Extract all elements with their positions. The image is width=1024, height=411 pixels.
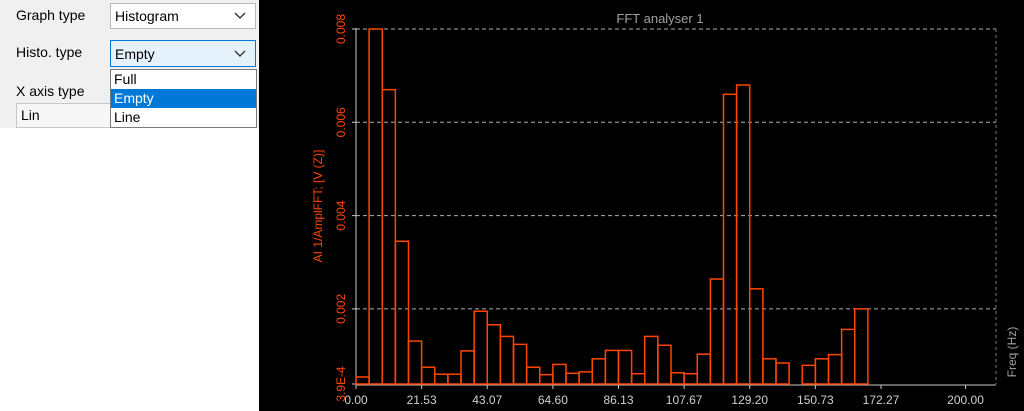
histogram-bar [525,366,541,385]
histogram-bar [381,88,397,385]
histogram-bar [538,373,554,385]
histogram-bar [643,335,659,385]
histogram-bar [617,349,633,385]
histogram-bar [512,343,528,385]
histogram-bar [447,373,462,385]
y-tick-label: 0.004 [334,200,348,230]
empty-panel-area [0,129,259,411]
histogram-bar [460,350,475,385]
histogram-bar [762,358,777,385]
y-tick-label: 3.9E-4 [334,366,348,402]
fft-chart: FFT analyser 13.9E-40.0020.0040.0060.008… [311,11,1019,407]
histogram-bar [709,278,725,385]
y-tick-label: 0.008 [334,14,348,44]
graph-type-label: Graph type [16,7,86,23]
histogram-bar [670,372,685,385]
histogram-bar [827,353,843,385]
x-tick-label: 172.27 [863,393,900,407]
x-tick-label: 150.73 [797,393,834,407]
histogram-bar [853,308,869,385]
histogram-bar [683,372,698,385]
chevron-down-icon [234,50,246,57]
x-tick-label: 64.60 [538,393,568,407]
graph-type-value: Histogram [115,8,179,24]
histogram-bar [486,324,502,385]
histo-type-label: Histo. type [16,44,83,60]
histogram-bar [657,344,672,385]
x-tick-label: 129.20 [731,393,768,407]
x-tick-label: 43.07 [472,393,502,407]
histogram-bar [840,328,856,385]
x-tick-label: 107.67 [666,393,703,407]
option-full[interactable]: Full [114,71,137,87]
histo-type-dropdown-list: Full Empty Line [110,69,257,128]
histogram-bar [578,371,593,385]
x-tick-label: 200.00 [947,393,984,407]
histogram-bar [735,84,751,385]
option-empty[interactable]: Empty [111,89,256,108]
histogram-bar [604,349,620,385]
histogram-bar [565,372,580,385]
x-axis-type-value: Lin [21,107,40,123]
y-tick-label: 0.002 [334,294,348,324]
graph-type-select[interactable]: Histogram [110,3,256,29]
histogram-bar [368,28,383,385]
histo-type-select[interactable]: Empty [110,40,256,67]
x-tick-label: 0.00 [344,393,368,407]
y-axis-title: AI 1/AmplFFT; [V (Z)] [311,150,325,263]
x-tick-label: 86.13 [603,393,633,407]
fft-chart-area: FFT analyser 1 3.9E-4 0.002 0.004 0.006 0.008… [259,0,1024,411]
histogram-bar [748,288,764,385]
x-axis-type-label: X axis type [16,83,85,99]
x-axis-title: Freq (Hz) [1005,327,1019,378]
histogram-bar [433,373,449,385]
histogram-bar [407,340,423,385]
x-tick-label: 21.53 [407,393,437,407]
settings-panel: Graph type Histogram Histo. type Empty X… [0,0,260,128]
histogram-bar [591,358,607,385]
histogram-bar [420,366,436,385]
option-line[interactable]: Line [114,109,141,125]
histo-type-value: Empty [115,45,155,62]
histogram-bar [394,240,410,385]
histogram-bar [801,364,817,385]
chevron-down-icon [234,12,246,19]
histogram-bar [696,353,712,385]
histogram-bar [552,363,567,385]
y-tick-label: 0.006 [334,107,348,137]
histogram-bar [814,358,830,385]
histogram-bar [473,310,488,385]
histogram-bar [630,372,646,385]
histogram-bar [355,376,370,385]
chart-title: FFT analyser 1 [616,11,703,26]
histogram-bar [722,93,738,385]
histogram-bar [499,335,515,385]
histogram-bar [775,362,790,385]
